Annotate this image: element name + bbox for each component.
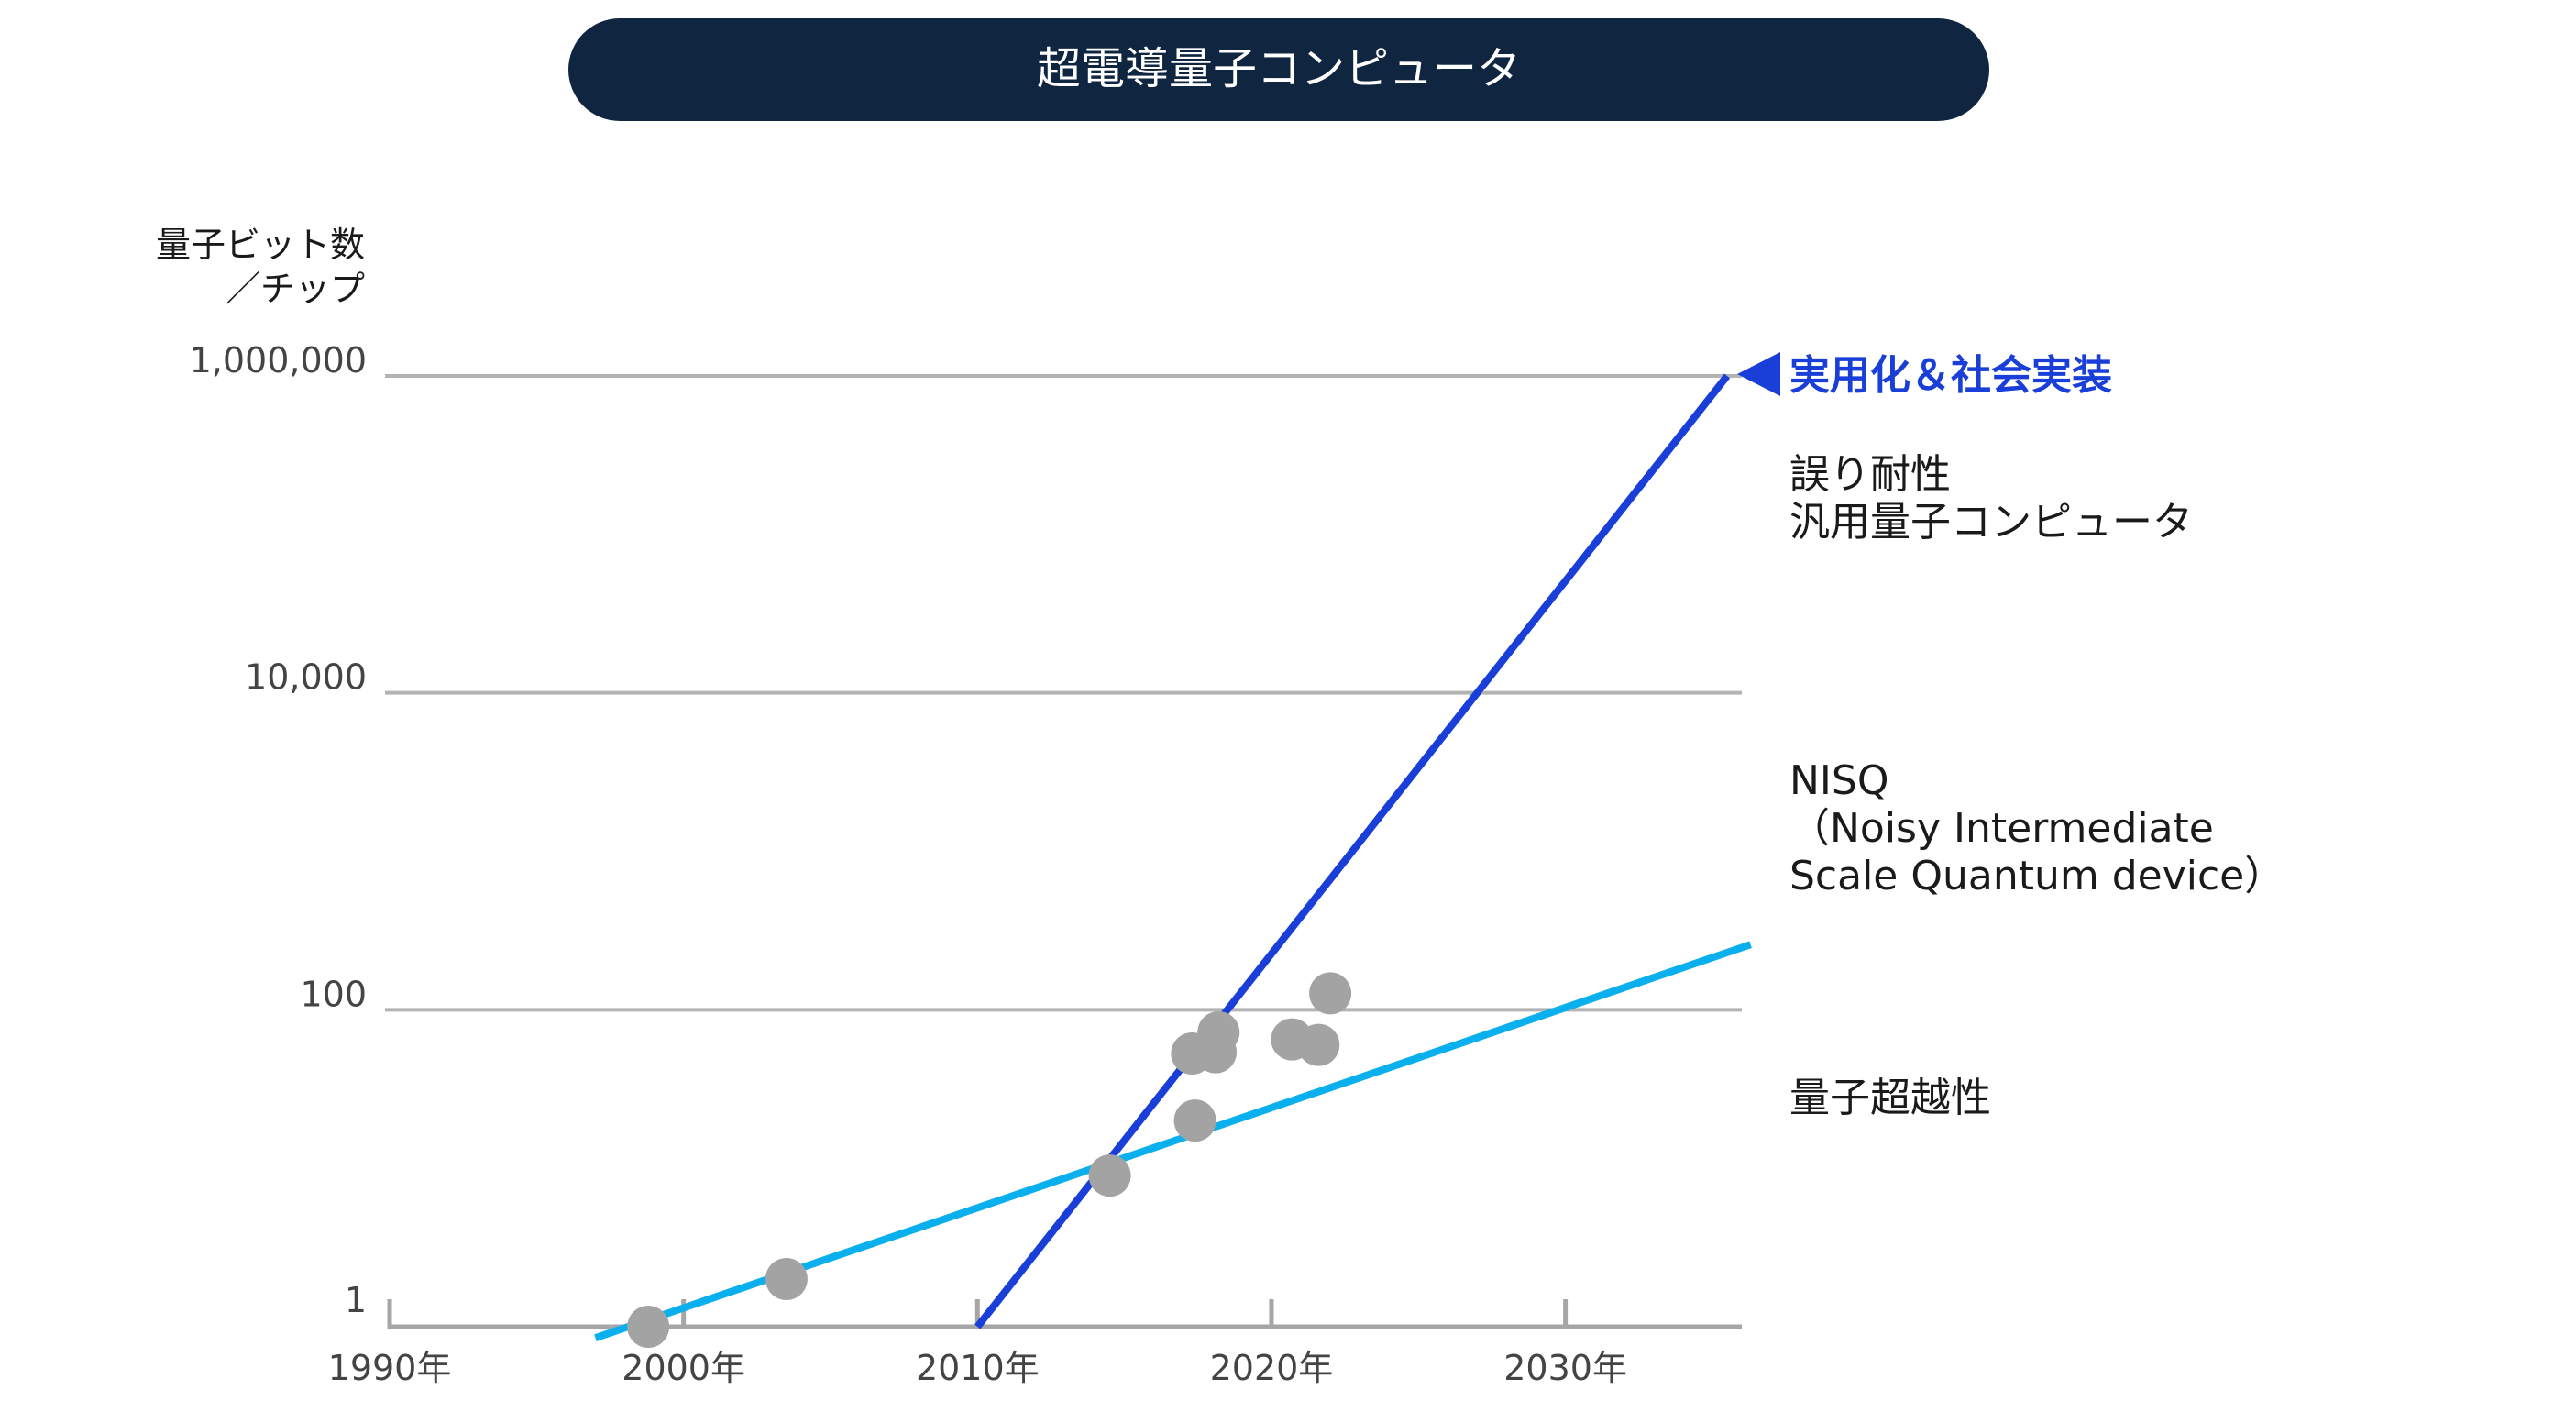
x-tick-label: 1990年	[328, 1348, 452, 1388]
data-point	[765, 1257, 808, 1300]
x-tick-label: 2020年	[1210, 1348, 1334, 1388]
y-axis-label-line1: 量子ビット数	[156, 225, 365, 265]
ftqc-trend-line	[974, 373, 1731, 1329]
gridlines	[385, 374, 1742, 1329]
title-banner	[568, 18, 1989, 121]
target-label: 実用化＆社会実装	[1789, 352, 2112, 399]
data-point	[1088, 1154, 1131, 1197]
data-point	[1173, 1099, 1216, 1142]
data-point	[627, 1306, 670, 1348]
data-point	[1309, 972, 1352, 1015]
data-point	[1197, 1010, 1240, 1053]
ftqc-label-line2: 汎用量子コンピュータ	[1789, 499, 2193, 546]
x-tick-label: 2000年	[622, 1348, 745, 1388]
x-tick-label: 2030年	[1503, 1348, 1627, 1388]
nisq-label-line1: NISQ	[1789, 757, 1888, 804]
y-tick-label: 10,000	[245, 657, 367, 698]
y-tick-labels: 1 100 10,000 1,000,000	[190, 340, 367, 1320]
target-marker-icon	[1737, 352, 1780, 396]
x-tick-label: 2010年	[916, 1348, 1040, 1388]
nisq-label-line3: Scale Quantum device）	[1789, 853, 2284, 899]
chart-title: 超電導量子コンピュータ	[1037, 43, 1521, 94]
y-tick-label: 1,000,000	[190, 340, 367, 381]
supremacy-label: 量子超越性	[1789, 1075, 1991, 1121]
y-tick-label: 1	[345, 1280, 367, 1320]
data-point	[1297, 1023, 1340, 1066]
ftqc-label-line1: 誤り耐性	[1789, 451, 1951, 498]
nisq-label-line2: （Noisy Intermediate	[1789, 805, 2214, 852]
y-tick-label: 100	[300, 974, 367, 1014]
y-axis-label-line2: ／チップ	[226, 269, 365, 309]
trend-lines	[594, 373, 1752, 1341]
data-points	[627, 972, 1352, 1348]
x-axis: 1990年 2000年 2010年 2020年 2030年	[328, 1299, 1627, 1388]
